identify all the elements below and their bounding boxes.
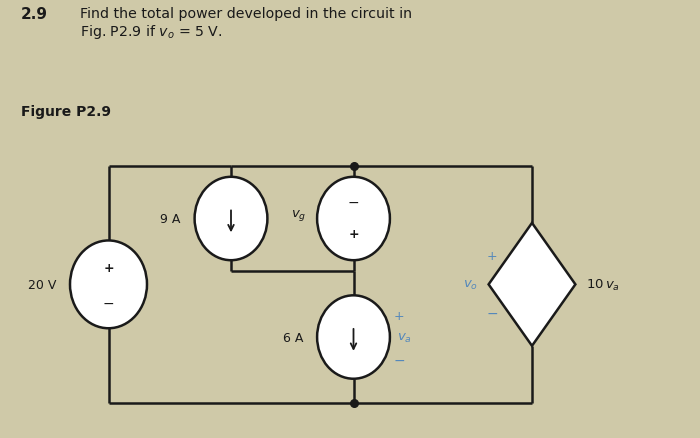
Text: 2.9: 2.9 xyxy=(21,7,48,21)
Text: +: + xyxy=(486,250,498,263)
Text: $v_o$: $v_o$ xyxy=(463,278,478,291)
Ellipse shape xyxy=(317,177,390,261)
Text: $10\,v_a$: $10\,v_a$ xyxy=(586,277,620,292)
Text: 20 V: 20 V xyxy=(27,278,56,291)
Text: −: − xyxy=(103,296,114,310)
Text: −: − xyxy=(393,353,405,367)
Text: Figure P2.9: Figure P2.9 xyxy=(21,105,111,119)
Text: +: + xyxy=(393,310,404,323)
Ellipse shape xyxy=(70,241,147,328)
Text: +: + xyxy=(348,228,359,241)
Text: $v_g$: $v_g$ xyxy=(291,207,307,222)
Text: +: + xyxy=(103,261,114,275)
Polygon shape xyxy=(489,223,575,346)
Text: Find the total power developed in the circuit in
Fig. P2.9 if $v_o$ = 5 V.: Find the total power developed in the ci… xyxy=(80,7,412,41)
Ellipse shape xyxy=(317,296,390,379)
Text: −: − xyxy=(486,306,498,320)
Text: 6 A: 6 A xyxy=(283,331,303,344)
Ellipse shape xyxy=(195,177,267,261)
Text: $v_a$: $v_a$ xyxy=(397,331,412,344)
Text: 9 A: 9 A xyxy=(160,212,181,226)
Text: −: − xyxy=(348,195,359,209)
